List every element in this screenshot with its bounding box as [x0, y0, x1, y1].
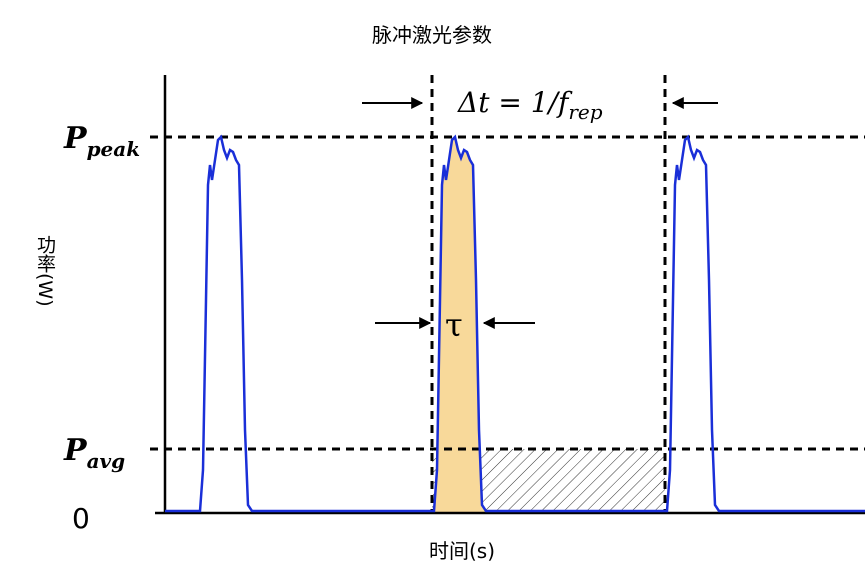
peak-label: Ppeak	[63, 121, 140, 161]
pulse-fill	[434, 137, 486, 513]
signal	[165, 134, 865, 513]
period-label: Δt = 1/frep	[457, 86, 603, 124]
width-label: τ	[445, 306, 463, 344]
x-axis-label: 时间(s)	[429, 539, 495, 563]
avg-label: Pavg	[63, 433, 125, 473]
y-axis-label: 功率(W)	[34, 235, 56, 307]
zero-label: 0	[72, 502, 90, 535]
title: 脉冲激光参数	[372, 23, 492, 47]
